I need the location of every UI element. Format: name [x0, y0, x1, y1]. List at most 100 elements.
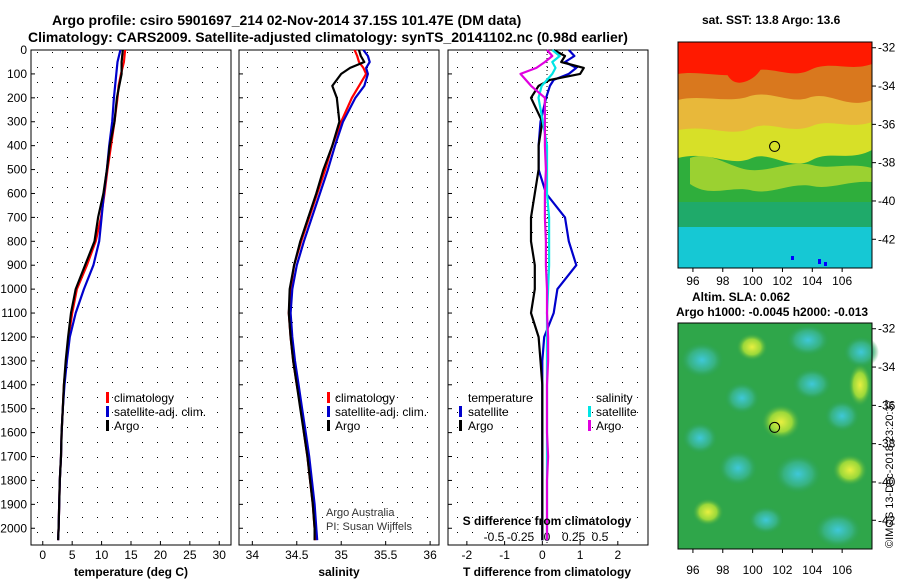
depth-tick-label: 1600 — [0, 426, 27, 440]
legend-label-argo: Argo — [114, 419, 140, 433]
t-difference-xlabel: T difference from climatology — [463, 565, 631, 579]
lat-tick-label: -32 — [878, 322, 896, 336]
sla-map — [677, 322, 879, 550]
sla-map-lat-axis: -32 -34 -36 -38 -40 -42 — [872, 322, 896, 527]
depth-tick-label: 1000 — [0, 282, 27, 296]
sst-map-lat-axis: -32 -34 -36 -38 -40 -42 — [872, 41, 896, 246]
lat-tick-label: -36 — [878, 117, 896, 131]
salinity-x-axis: 34 34.5 35 35.5 36 — [246, 541, 437, 562]
x-tick-label: 5 — [69, 548, 76, 562]
legend-swatch-t-satellite — [459, 406, 462, 417]
legend-swatch-s-satellite — [588, 406, 591, 417]
depth-tick-label: 400 — [7, 139, 27, 153]
sst-map-lon-axis: 96 98 100 102 104 106 — [686, 268, 852, 288]
legend-swatch-argo — [106, 420, 109, 431]
lat-tick-label: -40 — [878, 194, 896, 208]
s-tick-label: 0.5 — [592, 530, 609, 544]
lon-tick-label: 96 — [686, 563, 700, 577]
sst-map — [677, 41, 873, 269]
temperature-series — [57, 49, 127, 541]
x-tick-label: -2 — [462, 548, 473, 562]
x-tick-label: 30 — [213, 548, 227, 562]
lat-tick-label: -34 — [878, 79, 896, 93]
legend-swatch-satellite — [106, 406, 109, 417]
legend-label-argo: Argo — [335, 419, 361, 433]
temperature-x-axis: 0 5 10 15 20 25 30 — [39, 541, 226, 562]
lon-tick-label: 104 — [802, 274, 822, 288]
temperature-legend: climatology satellite-adj. clim. Argo — [106, 391, 206, 433]
depth-tick-label: 1400 — [0, 378, 27, 392]
legend-label-climatology: climatology — [335, 391, 395, 405]
depth-tick-label: 1200 — [0, 330, 27, 344]
lon-tick-label: 100 — [743, 274, 763, 288]
legend-label-satellite: satellite-adj. clim. — [335, 405, 427, 419]
lat-tick-label: -32 — [878, 41, 896, 55]
s-tick-label: -0.25 — [507, 530, 535, 544]
legend-swatch-argo — [327, 420, 330, 431]
x-tick-label: 35.5 — [374, 548, 398, 562]
s-difference-xlabel: S difference from climatology — [463, 514, 632, 528]
x-tick-label: 0 — [539, 548, 546, 562]
depth-tick-label: 1900 — [0, 497, 27, 511]
lon-tick-label: 106 — [832, 563, 852, 577]
series-argo — [57, 49, 124, 541]
lon-tick-label: 98 — [716, 274, 730, 288]
depth-axis: 0 100 200 300 400 500 600 700 800 900 1000 1100 1200… — [0, 43, 452, 535]
legend-label-satellite: satellite-adj. clim. — [114, 405, 206, 419]
s-tick-label: 0.25 — [562, 530, 586, 544]
figure-title-line1: Argo profile: csiro 5901697_214 02-Nov-2… — [52, 12, 522, 28]
lon-tick-label: 100 — [743, 563, 763, 577]
temperature-xlabel: temperature (deg C) — [74, 565, 188, 579]
difference-x-axis: -2 -1 0 1 2-0.5 -0.25 0 0.25 0.5 — [462, 530, 622, 562]
depth-tick-label: 1500 — [0, 402, 27, 416]
depth-tick-label: 1100 — [1, 306, 27, 320]
legend-swatch-climatology — [106, 392, 109, 403]
depth-tick-label: 0 — [20, 43, 27, 57]
sla-map-title-line1: Altim. SLA: 0.062 — [692, 290, 791, 304]
lon-tick-label: 104 — [802, 563, 822, 577]
lon-tick-label: 102 — [772, 563, 792, 577]
series-argo — [287, 49, 366, 541]
legend-label-s-argo: Argo — [596, 419, 622, 433]
depth-tick-label: 1800 — [0, 473, 27, 487]
x-tick-label: 0 — [39, 548, 46, 562]
depth-tick-label: 600 — [7, 186, 27, 200]
depth-tick-label: 800 — [7, 234, 27, 248]
profile-location-marker — [769, 140, 781, 152]
salinity-legend: climatology satellite-adj. clim. Argo — [327, 391, 427, 433]
x-tick-label: 1 — [577, 548, 584, 562]
x-tick-label: -1 — [499, 548, 510, 562]
depth-tick-label: 900 — [7, 258, 27, 272]
series-t-argo — [529, 49, 585, 541]
legend-label-t-argo: Argo — [468, 419, 494, 433]
depth-tick-label: 700 — [7, 210, 27, 224]
credit-line2: PI: Susan Wijffels — [326, 521, 412, 533]
sla-map-lon-axis: 96 98 100 102 104 106 — [686, 549, 852, 577]
salinity-series — [287, 49, 371, 541]
salinity-xlabel: salinity — [318, 565, 360, 579]
depth-tick-label: 2000 — [0, 521, 27, 535]
lat-tick-label: -42 — [878, 232, 896, 246]
legend-label-climatology: climatology — [114, 391, 174, 405]
legend-title-salinity: salinity — [596, 391, 633, 405]
series-s-argo — [519, 49, 554, 541]
lat-tick-label: -40 — [878, 475, 896, 489]
depth-tick-label: 200 — [7, 91, 27, 105]
difference-legend: temperature satellite Argo salinity sate… — [459, 391, 637, 433]
legend-title-temperature: temperature — [468, 391, 533, 405]
x-tick-label: 10 — [95, 548, 109, 562]
lat-tick-label: -34 — [878, 360, 896, 374]
sla-map-title-line2: Argo h1000: -0.0045 h2000: -0.013 — [676, 305, 869, 319]
lat-tick-label: -36 — [878, 398, 896, 412]
lat-tick-label: -38 — [878, 156, 896, 170]
sst-map-title: sat. SST: 13.8 Argo: 13.6 — [702, 13, 841, 27]
credit-line1: Argo Australia — [326, 507, 395, 519]
profile-location-marker — [769, 421, 781, 433]
lon-tick-label: 96 — [686, 274, 700, 288]
x-tick-label: 15 — [124, 548, 138, 562]
depth-tick-label: 500 — [7, 163, 27, 177]
lon-tick-label: 98 — [716, 563, 730, 577]
difference-series — [519, 49, 585, 541]
legend-label-s-satellite: satellite — [596, 405, 637, 419]
